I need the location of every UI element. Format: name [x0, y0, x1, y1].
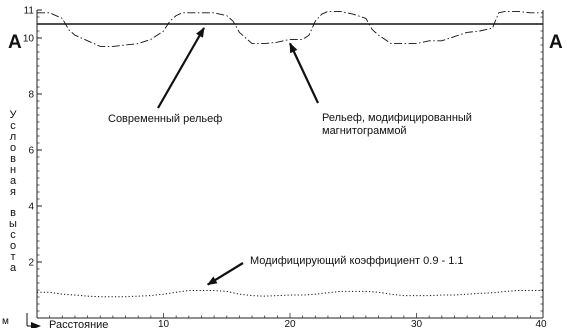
x-ticks: 10 20 30 40: [49, 313, 547, 328]
y-minor-ticks: [37, 16, 543, 312]
x-tick-label: 10: [158, 319, 170, 328]
annotation-arrow: [289, 42, 319, 104]
annotation-label: Рельеф, модифицированный: [322, 112, 472, 124]
x-tick-label: 40: [535, 319, 547, 328]
annotation-arrow: [206, 262, 244, 286]
section-marker-right: A: [549, 32, 563, 53]
y-tick-label: 11: [24, 6, 35, 17]
y-tick-label: 2: [28, 258, 34, 269]
section-marker-left: A: [8, 32, 22, 53]
series-line-1: [37, 10, 543, 47]
annotations: Современный рельеф Рельеф, модифицированн…: [108, 27, 472, 286]
x-axis-label: Расстояние: [49, 319, 108, 328]
annotation-label: Модифицирующий коэффициент 0.9 - 1.1: [250, 255, 464, 267]
series-line-2: [37, 290, 543, 298]
y-tick-label: 4: [28, 202, 34, 213]
series-layer: [37, 10, 543, 298]
x-tick-label: 30: [411, 319, 423, 328]
y-tick-label: 6: [28, 146, 34, 157]
annotation-arrow: [157, 27, 205, 109]
y-tick-label: 10: [23, 34, 35, 45]
y-tick-label: 8: [28, 90, 34, 101]
x-unit-label: м: [2, 316, 9, 327]
annotation-label: Современный рельеф: [108, 113, 222, 125]
y-ticks: 2 4 6 8 10 11: [23, 6, 42, 269]
annotation-label-line2: магнитограммой: [322, 125, 407, 137]
x-tick-label: 20: [284, 319, 296, 328]
